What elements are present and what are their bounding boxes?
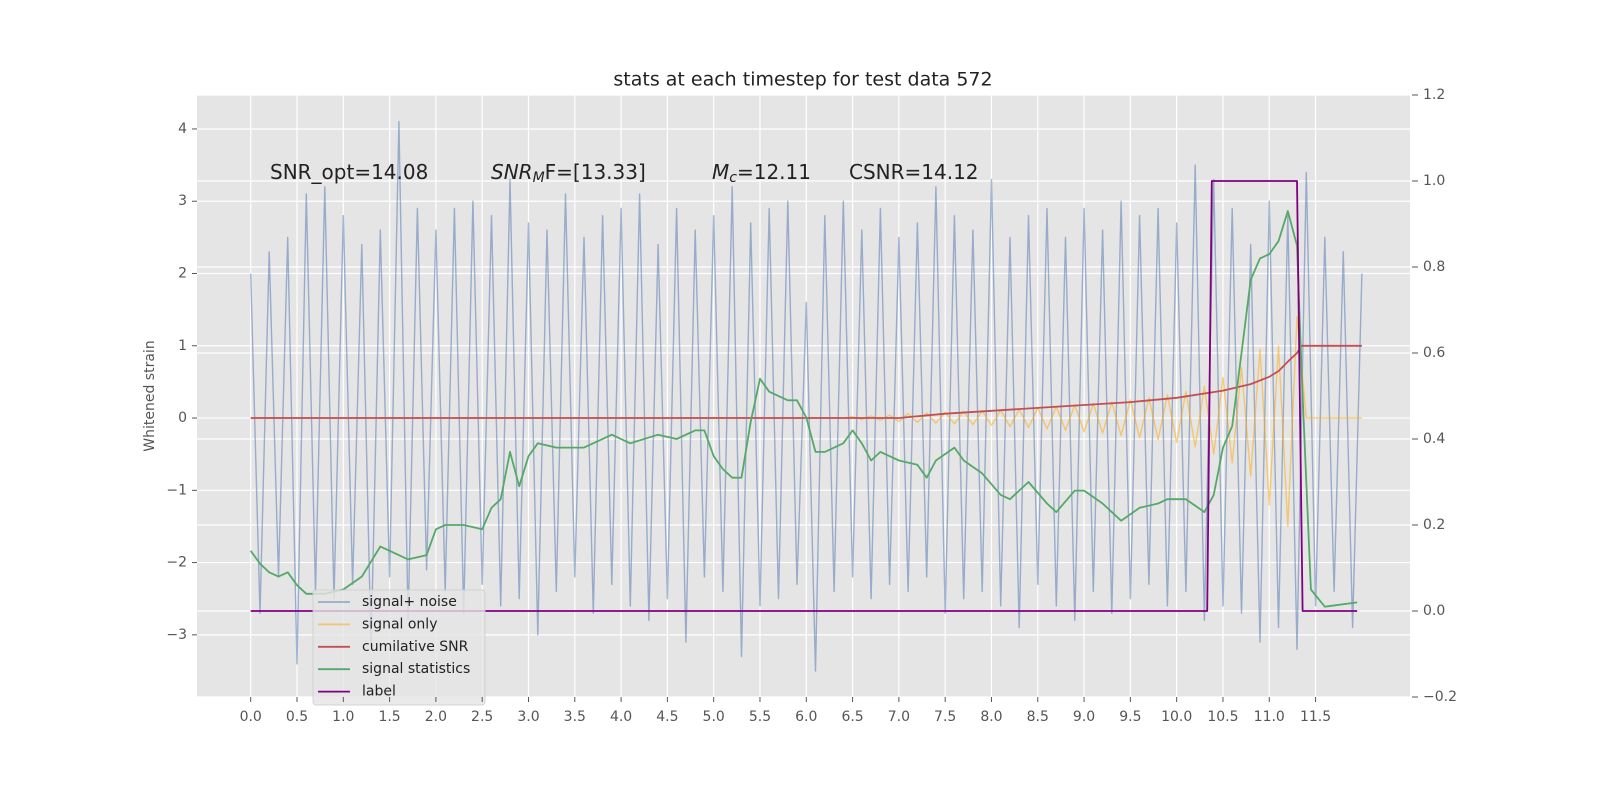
x-tick-label: 1.5 [378, 709, 400, 725]
series-line [249, 210, 1358, 608]
annotation: CSNR=14.12 [849, 160, 979, 184]
legend-label: label [362, 684, 396, 700]
y2-tick-label: 0.2 [1423, 517, 1445, 533]
x-tick-label: 4.0 [610, 709, 632, 725]
y2-tick-label: −0.2 [1423, 689, 1457, 705]
annotation-part: M [712, 160, 729, 184]
legend-box [312, 589, 486, 706]
annotation-part: c [729, 170, 737, 186]
y2-tick-label: 0.4 [1423, 431, 1445, 447]
y2-tick-label: 1.0 [1423, 173, 1445, 189]
y2-tick-label: 0.8 [1423, 259, 1445, 275]
y-tick-label: 3 [178, 193, 187, 209]
annotation-part: F=[13.33] [545, 160, 646, 184]
legend: signal+ noise signal only cumilative SNR si… [312, 589, 486, 706]
annotation: SNRMF=[13.33] [491, 160, 646, 187]
annotation-part: CSNR=14.12 [849, 160, 979, 184]
x-tick-label: 7.5 [934, 709, 956, 725]
x-tick-label: 3.5 [564, 709, 586, 725]
marks [249, 120, 1363, 672]
x-tick-label: 3.0 [517, 709, 539, 725]
x-tick-label: 5.0 [703, 709, 725, 725]
x-tick-label: 2.0 [425, 709, 447, 725]
x-tick-label: 8.0 [980, 709, 1002, 725]
x-tick-label: 11.5 [1300, 709, 1331, 725]
x-tick-label: 0.5 [286, 709, 308, 725]
x-tick-label: 9.5 [1119, 709, 1141, 725]
legend-label: signal+ noise [362, 594, 457, 610]
x-tick-label: 0.0 [240, 709, 262, 725]
x-tick-label: 11.0 [1254, 709, 1285, 725]
y2-tick-label: 0.6 [1423, 345, 1445, 361]
x-tick-label: 6.5 [841, 709, 863, 725]
legend-label: signal only [362, 616, 437, 632]
x-tick-label: 10.0 [1161, 709, 1192, 725]
legend-label: cumilative SNR [362, 639, 469, 655]
y-tick-label: 1 [178, 338, 187, 354]
x-tick-label: 10.5 [1207, 709, 1238, 725]
x-tick-label: 8.5 [1027, 709, 1049, 725]
annotation: Mc=12.11 [712, 160, 811, 187]
series-line [250, 180, 1358, 612]
x-tick-label: 2.5 [471, 709, 493, 725]
y-tick-label: −1 [166, 482, 187, 498]
y-tick-label: −2 [166, 555, 187, 571]
annotation-part: =12.11 [737, 160, 811, 184]
y-tick-label: 0 [178, 410, 187, 426]
y-tick-label: 2 [178, 266, 187, 282]
annotations: SNR_opt=14.08 SNRMF=[13.33] Mc=12.11 CSNR=1… [270, 160, 979, 187]
annotation-part: SNR [491, 160, 533, 184]
legend-label: signal statistics [362, 661, 470, 677]
x-tick-label: 9.0 [1073, 709, 1095, 725]
x-tick-label: 1.0 [332, 709, 354, 725]
x-tick-label: 4.5 [656, 709, 678, 725]
annotation-part: SNR_opt=14.08 [270, 160, 428, 184]
x-tick-label: 6.0 [795, 709, 817, 725]
y2-tick-label: 0.0 [1423, 603, 1445, 619]
series-line [250, 120, 1363, 672]
annotation-part: M [533, 170, 545, 186]
y-axis-label: Whitened strain [142, 340, 158, 451]
y-tick-label: 4 [178, 121, 187, 137]
y2-tick-label: 1.2 [1423, 87, 1445, 103]
y-tick-label: −3 [166, 627, 187, 643]
chart-title: stats at each timestep for test data 572 [613, 69, 992, 91]
x-tick-label: 7.0 [888, 709, 910, 725]
series-line [250, 344, 1362, 419]
annotation: SNR_opt=14.08 [270, 160, 428, 184]
x-tick-label: 5.5 [749, 709, 771, 725]
